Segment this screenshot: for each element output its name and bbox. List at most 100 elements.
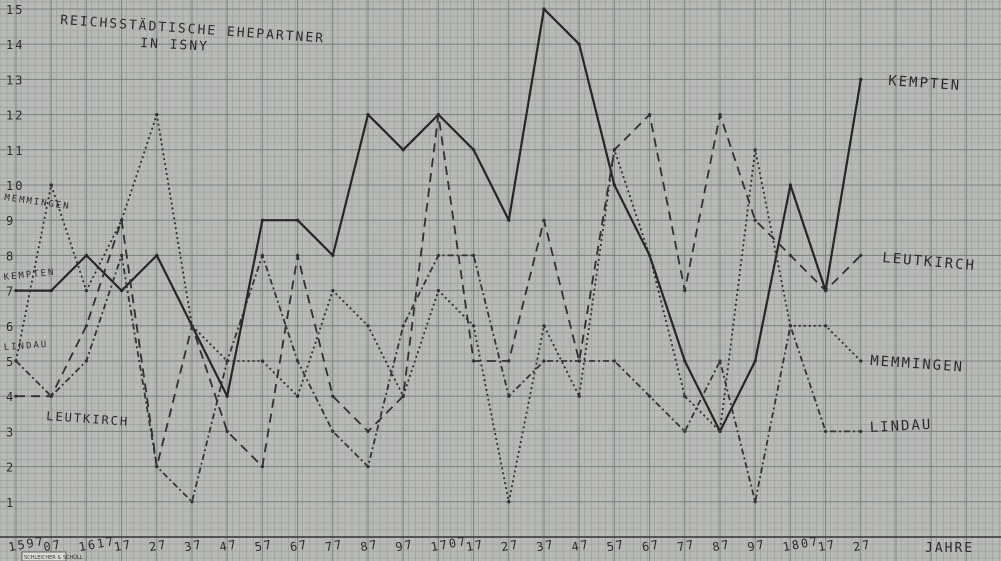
data-point-leutkirch	[225, 429, 229, 433]
data-point-lindau	[507, 394, 511, 398]
data-point-lindau	[120, 253, 124, 257]
data-point-memmingen	[683, 394, 687, 398]
x-tick-label: 17	[465, 537, 486, 554]
y-tick-label: 11	[6, 144, 24, 158]
y-tick-label: 14	[6, 38, 24, 52]
data-point-kempten	[366, 113, 370, 117]
data-point-memmingen	[120, 218, 124, 222]
data-point-kempten	[401, 148, 405, 152]
data-point-leutkirch	[542, 218, 546, 222]
data-point-memmingen	[507, 500, 511, 504]
series-layer	[14, 7, 863, 504]
data-point-lindau	[542, 359, 546, 363]
x-tick-label: 07	[42, 537, 63, 554]
x-tick-label: 97	[394, 537, 415, 554]
data-point-kempten	[331, 253, 335, 257]
data-point-lindau	[296, 359, 300, 363]
data-point-memmingen	[155, 113, 159, 117]
x-tick-label: 17	[817, 537, 838, 554]
x-tick-label: 77	[676, 537, 697, 554]
data-point-kempten	[577, 42, 581, 46]
data-point-lindau	[612, 359, 617, 363]
data-point-leutkirch	[824, 289, 828, 293]
y-tick-label: 12	[6, 109, 24, 123]
data-point-memmingen	[190, 324, 194, 328]
data-point-kempten	[507, 218, 511, 222]
data-point-kempten	[260, 218, 264, 222]
x-tick-label: 77	[324, 537, 345, 554]
data-point-lindau	[683, 429, 687, 433]
data-point-leutkirch	[84, 324, 88, 328]
data-point-lindau	[718, 359, 722, 363]
data-point-lindau	[824, 429, 828, 433]
data-point-leutkirch	[366, 429, 370, 433]
data-point-kempten	[683, 359, 687, 363]
data-point-kempten	[753, 359, 757, 363]
publisher-stamp-box	[21, 551, 67, 561]
x-tick-label: 97	[746, 537, 767, 554]
data-point-lindau	[472, 253, 476, 257]
data-point-memmingen	[753, 148, 757, 152]
data-point-lindau	[49, 394, 53, 398]
data-point-lindau	[14, 359, 18, 363]
x-tick-label: 27	[148, 537, 169, 554]
y-tick-label: 3	[6, 425, 15, 439]
data-point-lindau	[260, 253, 264, 257]
x-tick-label: 27	[500, 537, 521, 554]
data-point-leutkirch	[507, 359, 511, 363]
data-point-leutkirch	[718, 113, 722, 117]
x-axis-label: JAHRE	[925, 541, 974, 556]
data-point-lindau	[648, 394, 652, 398]
y-tick-label: 1	[6, 496, 15, 510]
y-tick-label: 7	[6, 285, 15, 299]
x-tick-label: 47	[218, 537, 239, 554]
series-start-label-lindau: LINDAU	[4, 340, 49, 353]
data-point-memmingen	[612, 148, 617, 152]
data-point-kempten	[612, 183, 617, 187]
x-tick-label: 37	[183, 537, 204, 554]
x-tick-label: 47	[570, 537, 591, 554]
data-point-lindau	[366, 465, 370, 469]
data-point-lindau	[155, 465, 159, 469]
data-point-kempten	[225, 394, 229, 398]
data-point-leutkirch	[859, 253, 863, 257]
data-point-memmingen	[331, 289, 335, 293]
data-point-leutkirch	[296, 253, 300, 257]
data-point-kempten	[296, 218, 300, 222]
data-point-lindau	[401, 324, 405, 328]
data-point-kempten	[120, 289, 124, 293]
x-tick-label: 87	[359, 537, 380, 554]
data-point-lindau	[753, 500, 757, 504]
y-tick-label: 8	[6, 249, 15, 263]
data-point-lindau	[331, 429, 335, 433]
data-point-memmingen	[84, 289, 88, 293]
y-tick-label: 2	[6, 461, 15, 475]
data-point-leutkirch	[788, 253, 793, 257]
x-tick-label: 1597	[7, 534, 46, 554]
publisher-stamp-text: SCHLEICHER & SCHÜLL	[24, 554, 83, 561]
x-tick-label: 67	[289, 537, 310, 554]
data-point-memmingen	[648, 253, 652, 257]
y-tick-label: 10	[6, 179, 24, 193]
x-tick-label: 57	[606, 537, 627, 554]
y-tick-label: 9	[6, 214, 15, 228]
data-point-lindau	[577, 359, 581, 363]
x-tick-label: 1807	[782, 534, 821, 554]
y-tick-label: 4	[6, 390, 15, 404]
data-point-leutkirch	[436, 113, 440, 117]
data-point-leutkirch	[14, 394, 18, 398]
data-point-lindau	[84, 359, 88, 363]
data-point-memmingen	[296, 394, 300, 398]
x-tick-label: 57	[254, 537, 275, 554]
data-point-leutkirch	[331, 394, 335, 398]
data-point-memmingen	[436, 289, 440, 293]
x-tick-label: 37	[535, 537, 556, 554]
x-tick-label: 67	[641, 537, 662, 554]
series-label-memmingen: MEMMINGEN	[870, 353, 965, 376]
data-point-memmingen	[542, 324, 546, 328]
